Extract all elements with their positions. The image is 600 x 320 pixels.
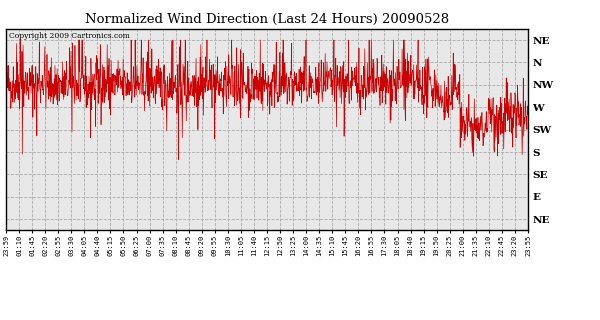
Title: Normalized Wind Direction (Last 24 Hours) 20090528: Normalized Wind Direction (Last 24 Hours… <box>85 13 449 26</box>
Text: Copyright 2009 Cartronics.com: Copyright 2009 Cartronics.com <box>8 32 130 40</box>
